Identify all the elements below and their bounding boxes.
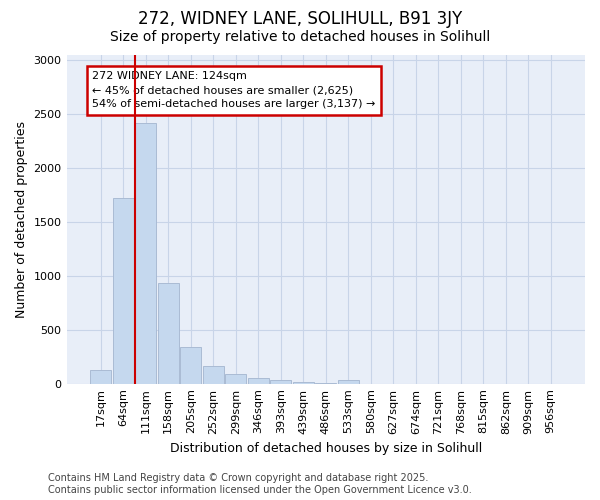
- Bar: [315, 383, 337, 384]
- Bar: [90, 370, 112, 384]
- Bar: [270, 380, 292, 384]
- Bar: [158, 284, 179, 384]
- Bar: [293, 382, 314, 384]
- Bar: [113, 198, 134, 384]
- Bar: [225, 374, 247, 384]
- Text: Size of property relative to detached houses in Solihull: Size of property relative to detached ho…: [110, 30, 490, 44]
- Text: 272 WIDNEY LANE: 124sqm
← 45% of detached houses are smaller (2,625)
54% of semi: 272 WIDNEY LANE: 124sqm ← 45% of detache…: [92, 72, 376, 110]
- Bar: [248, 378, 269, 384]
- Bar: [135, 123, 157, 384]
- Y-axis label: Number of detached properties: Number of detached properties: [15, 121, 28, 318]
- Text: 272, WIDNEY LANE, SOLIHULL, B91 3JY: 272, WIDNEY LANE, SOLIHULL, B91 3JY: [138, 10, 462, 28]
- Bar: [180, 347, 202, 384]
- X-axis label: Distribution of detached houses by size in Solihull: Distribution of detached houses by size …: [170, 442, 482, 455]
- Text: Contains HM Land Registry data © Crown copyright and database right 2025.
Contai: Contains HM Land Registry data © Crown c…: [48, 474, 472, 495]
- Bar: [338, 380, 359, 384]
- Bar: [203, 366, 224, 384]
